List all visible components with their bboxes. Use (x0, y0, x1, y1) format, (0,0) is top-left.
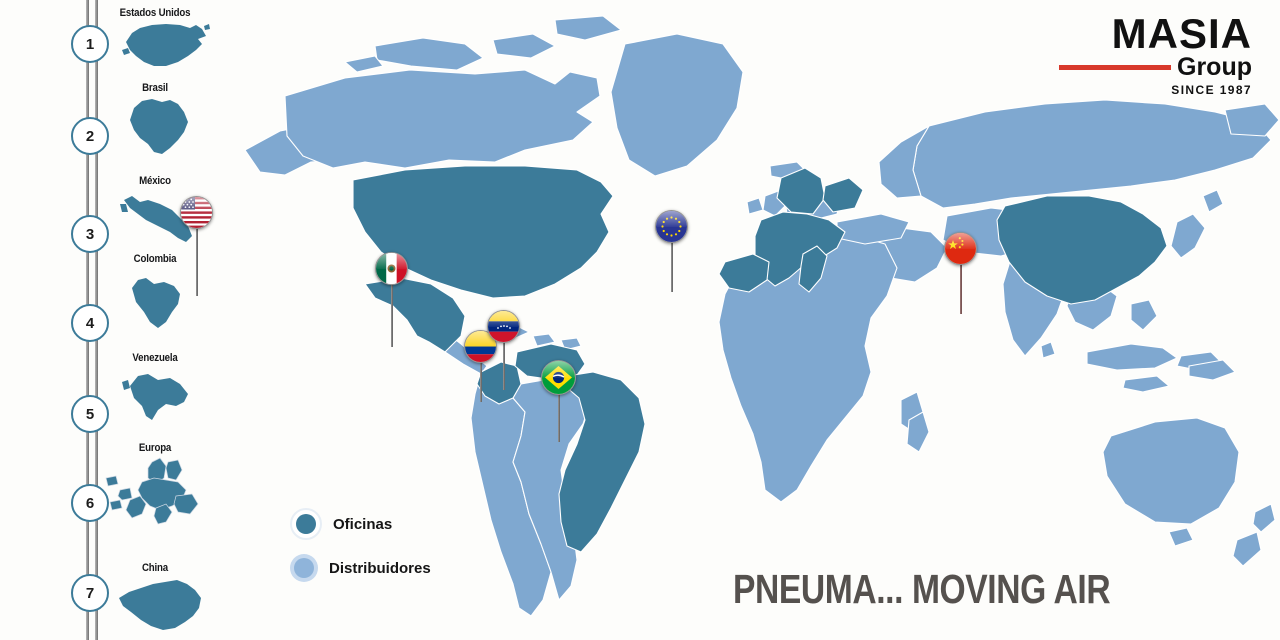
pin-mexico[interactable] (375, 252, 409, 347)
pin-stick (671, 240, 673, 292)
timeline-badge-3[interactable]: 3 (71, 215, 109, 253)
country-shape-china (115, 576, 205, 634)
country-shape-brasil (120, 96, 192, 158)
country-label-china: China (141, 562, 169, 574)
pin-colombia[interactable] (464, 330, 498, 402)
venezuela-flag-icon (487, 310, 520, 343)
timeline-number-2: 2 (85, 127, 95, 145)
colombia-flag-icon (464, 330, 497, 363)
pin-brasil[interactable] (541, 360, 577, 442)
timeline-badge-2[interactable]: 2 (71, 117, 109, 155)
legend-label-oficinas: Oficinas (333, 515, 393, 533)
brazil-flag-icon (541, 360, 576, 395)
legend-dot-oficinas (290, 508, 322, 540)
country-label-brasil: Brasil (142, 82, 168, 94)
legend: Oficinas Distribuidores (290, 508, 431, 596)
timeline-number-4: 4 (85, 314, 95, 332)
timeline-badge-6[interactable]: 6 (71, 484, 109, 522)
pin-estados-unidos[interactable] (180, 196, 214, 296)
country-label-mexico: México (139, 175, 171, 187)
logo-group-word: Group (1177, 52, 1252, 81)
pin-stick (960, 262, 962, 314)
country-shape-colombia (122, 270, 186, 332)
legend-label-distribuidores: Distribuidores (329, 559, 431, 577)
country-label-venezuela: Venezuela (132, 352, 178, 364)
mexico-flag-icon (375, 252, 408, 285)
pin-stick (480, 360, 482, 402)
pin-stick (503, 340, 505, 390)
logo-name: MASIA (1111, 10, 1252, 57)
logo-since: SINCE 1987 (1171, 82, 1252, 97)
timeline-number-3: 3 (85, 225, 95, 243)
country-timeline-sidebar: 1 Estados Unidos 2 Brasil 3 México (0, 0, 225, 640)
country-label-estados-unidos: Estados Unidos (119, 7, 191, 19)
pin-venezuela[interactable] (487, 310, 521, 390)
timeline-badge-1[interactable]: 1 (71, 25, 109, 63)
country-shape-venezuela (118, 366, 194, 426)
pin-china[interactable] (944, 232, 978, 314)
masia-group-logo: MASIA Group SINCE 1987 (1022, 10, 1252, 97)
timeline-badge-5[interactable]: 5 (71, 395, 109, 433)
china-flag-icon (944, 232, 977, 265)
timeline-badge-4[interactable]: 4 (71, 304, 109, 342)
usa-flag-icon (180, 196, 213, 229)
timeline-number-6: 6 (85, 494, 95, 512)
pin-stick (558, 392, 560, 442)
legend-item-distribuidores: Distribuidores (290, 554, 431, 582)
country-label-colombia: Colombia (133, 253, 177, 265)
timeline-number-7: 7 (85, 584, 95, 602)
pin-stick (391, 282, 393, 347)
country-label-europa: Europa (138, 442, 172, 454)
european-union-flag-icon (655, 210, 688, 243)
country-shape-mexico (118, 190, 196, 250)
tagline: PNEUMA... MOVING AIR (733, 566, 1111, 612)
country-shape-europa (100, 456, 212, 532)
legend-item-oficinas: Oficinas (290, 508, 431, 540)
legend-dot-distribuidores (290, 554, 318, 582)
logo-red-bar (1059, 64, 1171, 70)
timeline-badge-7[interactable]: 7 (71, 574, 109, 612)
pin-europa[interactable] (655, 210, 689, 292)
office-regions (352, 165, 1168, 553)
country-shape-estados-unidos (118, 20, 210, 72)
pin-stick (196, 226, 198, 296)
timeline-number-1: 1 (85, 35, 95, 53)
timeline-number-5: 5 (85, 405, 95, 423)
